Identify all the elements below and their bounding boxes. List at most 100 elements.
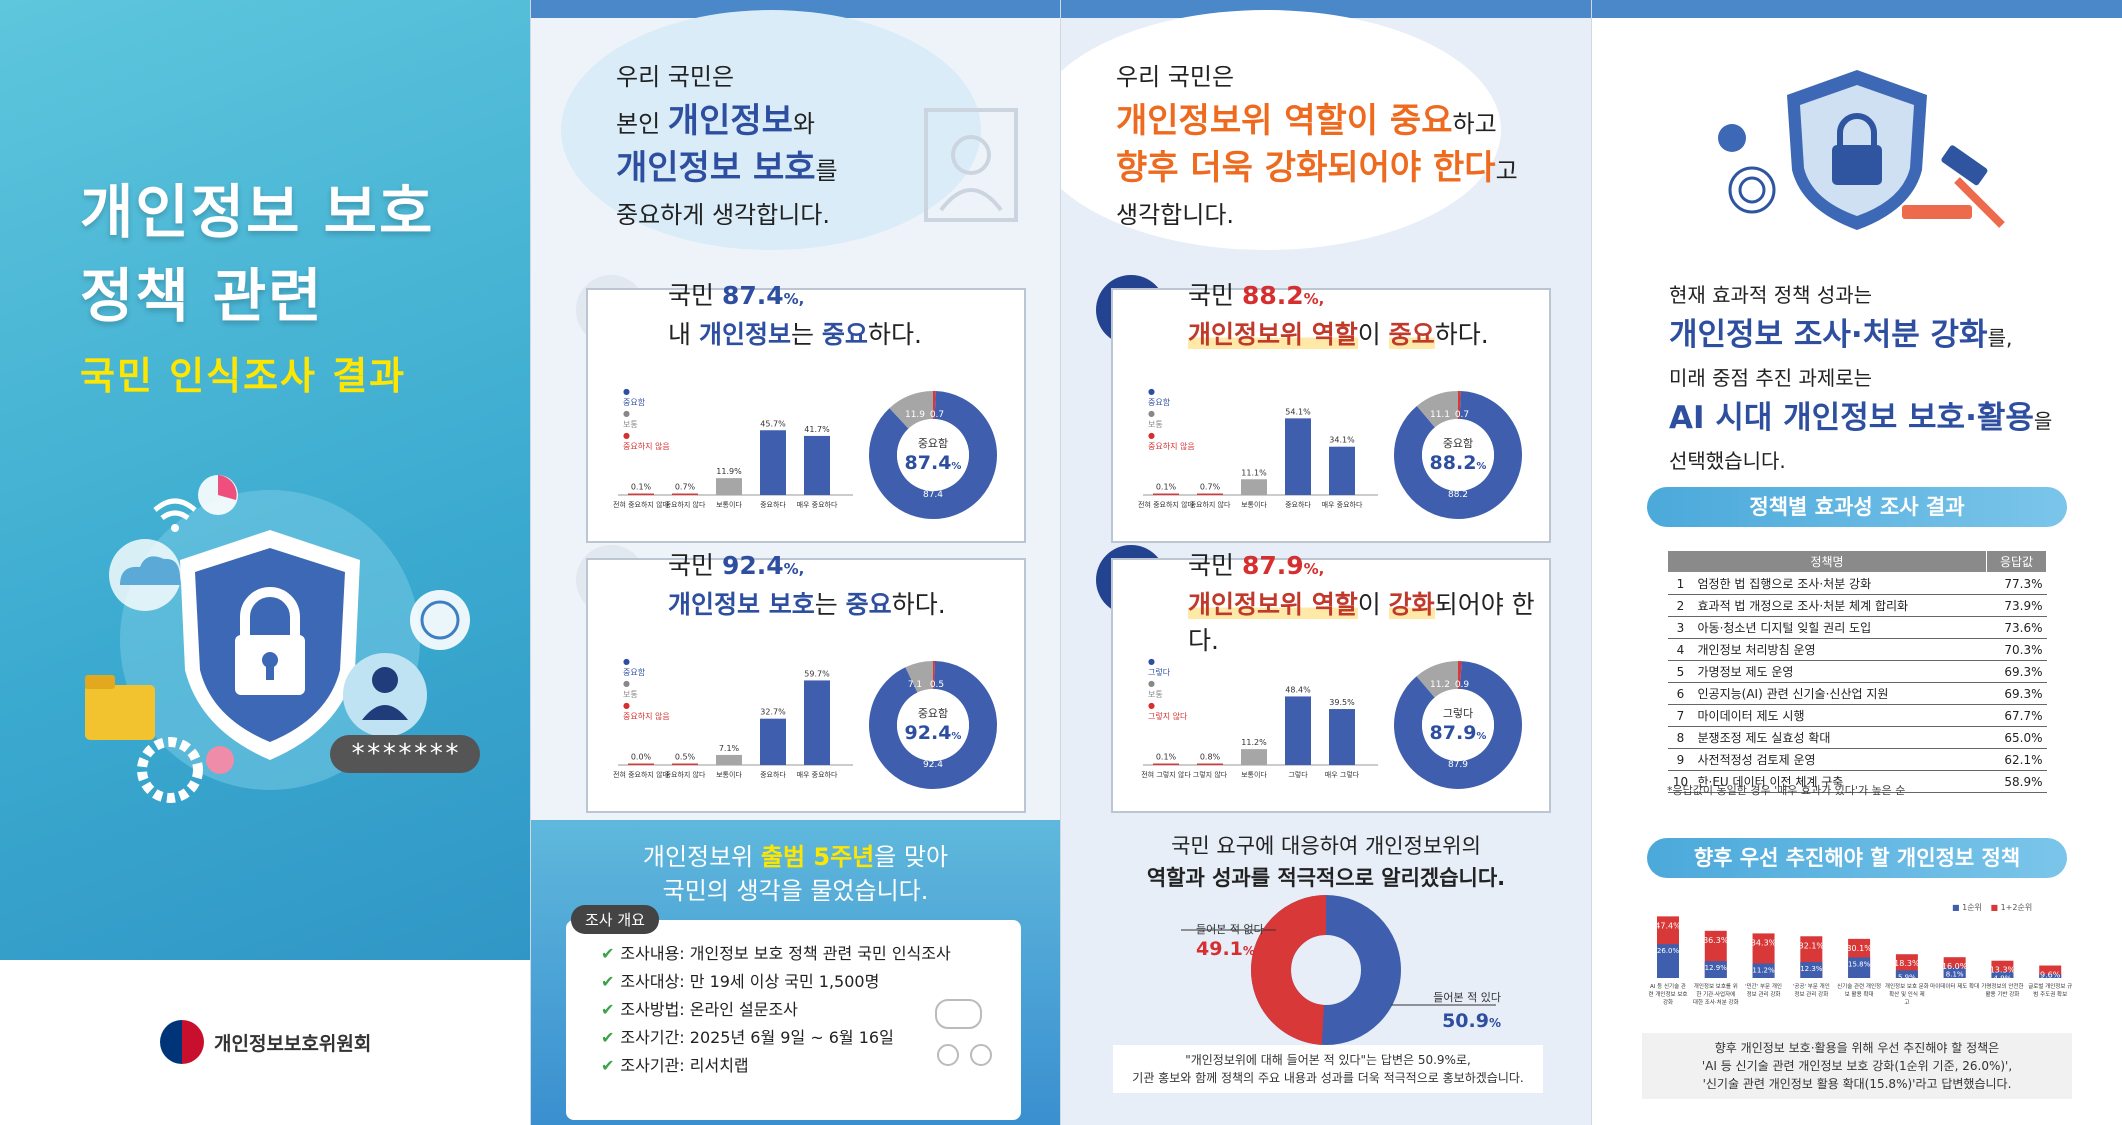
bar-first bbox=[1991, 971, 2014, 978]
bar-first-label: 4.9% bbox=[1994, 975, 2012, 983]
bar-total-label: 36.3% bbox=[1703, 936, 1729, 945]
donut-blue-label: 87.9 bbox=[1448, 760, 1468, 770]
donut-center-value: 87.9% bbox=[1430, 722, 1487, 744]
row-value: 73.9% bbox=[1986, 594, 2047, 617]
survey-item: ✔ 조사방법: 온라인 설문조사 bbox=[601, 1000, 798, 1019]
chart-legend: ● 중요함 ● 보통 ● 중요하지 않음 bbox=[1148, 387, 1195, 451]
survey-box bbox=[566, 920, 1021, 1120]
stat-card-role-importance: 국민 88.2%, 개인정보위 역할이 중요하다. ● 중요함 ● 보통 ● 중… bbox=[1111, 281, 1551, 543]
check-icon: ✔ bbox=[601, 1056, 615, 1075]
stat-card-privacy-protection: 국민 92.4%, 개인정보 보호는 중요하다. ● 중요함 ● 보통 ● 중요… bbox=[586, 551, 1026, 813]
awareness-donut: 들어본 적 없다 49.1% 들어본 적 있다 50.9% bbox=[1181, 895, 1501, 1045]
table-row: 1 엄정한 법 집행으로 조사·처분 강화 77.3% bbox=[1667, 572, 2047, 595]
category-label: 전혀 그렇지 않다 bbox=[1141, 770, 1191, 779]
awareness-no-value: 49.1% bbox=[1196, 938, 1255, 960]
row-rank: 10 bbox=[1667, 770, 1694, 793]
bar-first-label: 12.9% bbox=[1705, 964, 1728, 972]
bar bbox=[628, 763, 654, 765]
bar bbox=[628, 493, 654, 495]
awareness-question: 국민 요구에 대응하여 개인정보위의 역할과 성과를 적극적으로 알리겠습니다. bbox=[1146, 834, 1506, 890]
donut-gray-label: 7.1 bbox=[908, 680, 922, 690]
chart-legend: ● 그렇다 ● 보통 ● 그렇지 않다 bbox=[1148, 657, 1188, 721]
category-label: 그렇지 않다 bbox=[1193, 770, 1228, 779]
row-value: 69.3% bbox=[1986, 682, 2047, 705]
donut-blue-label: 88.2 bbox=[1448, 490, 1468, 500]
bar-value-label: 0.1% bbox=[1156, 483, 1177, 492]
policy-panel: 현재 효과적 정책 성과는 개인정보 조사·처분 강화를, 미래 중점 추진 과… bbox=[1591, 0, 2122, 1125]
fingerprint-icon bbox=[1728, 166, 1776, 214]
category-label: 개인정보 보호를 위 bbox=[1694, 982, 1738, 990]
donut-chart-privacy-protection: 중요함 92.4% 92.4 7.1 0.5 bbox=[869, 661, 997, 789]
category-label: 중요하지 않다 bbox=[1190, 500, 1231, 509]
donut-slice-gray bbox=[1416, 391, 1459, 428]
row-rank: 8 bbox=[1667, 726, 1694, 749]
row-value: 77.3% bbox=[1986, 572, 2047, 595]
bar bbox=[672, 493, 698, 495]
bar-first-label: 5.9% bbox=[1898, 973, 1916, 981]
category-label: 전혀 중요하지 않다 bbox=[613, 500, 670, 509]
bar-value-label: 11.1% bbox=[1241, 468, 1267, 477]
bar bbox=[1241, 479, 1267, 495]
priority-legend: ■ 1순위 ■ 1+2순위 bbox=[1952, 903, 2033, 912]
virus-icon bbox=[1718, 124, 1746, 152]
section-heading: 우리 국민은 본인 개인정보와 개인정보 보호를 중요하게 생각합니다. bbox=[616, 63, 838, 229]
category-label: 강화 bbox=[1663, 999, 1673, 1006]
row-policy-name: 효과적 법 개정으로 조사·처분 체계 합리화 bbox=[1693, 594, 1987, 617]
bar-value-label: 0.8% bbox=[1200, 753, 1221, 762]
cover-subtitle: 국민 인식조사 결과 bbox=[80, 354, 407, 398]
user-lock-icon bbox=[924, 108, 1018, 222]
effectiveness-pill: 정책별 효과성 조사 결과 bbox=[1647, 487, 2067, 527]
category-label: 련 개인정보 보호 bbox=[1649, 990, 1688, 998]
row-rank: 9 bbox=[1667, 748, 1694, 771]
category-label: 범 주도권 확보 bbox=[2033, 990, 2067, 998]
bar-first bbox=[1704, 961, 1727, 978]
bar-chart-role-strengthen: 0.1% 전혀 그렇지 않다 0.8% 그렇지 않다 11.2% 보통이다 48.4% 그렇다… bbox=[1141, 685, 1378, 779]
stat-card-heading: 국민 92.4%, 개인정보 보호는 중요하다. bbox=[668, 551, 946, 619]
category-label: 보통이다 bbox=[1241, 770, 1267, 779]
cover-panel: 개인정보 보호 정책 관련 국민 인식조사 결과 ******* 개인정보보호위… bbox=[0, 0, 530, 1125]
table-header-row: 정책명 응답값 bbox=[1667, 550, 2047, 573]
survey-intro: 개인정보위 출범 5주년을 맞아 국민의 생각을 물었습니다. bbox=[642, 843, 949, 905]
stat-card-heading: 국민 87.4%, 내 개인정보는 중요하다. bbox=[668, 281, 922, 349]
lock-icon bbox=[1832, 145, 1882, 185]
section-heading: 우리 국민은 개인정보위 역할이 중요하고 향후 더욱 강화되어야 한다고 생각… bbox=[1116, 63, 1518, 229]
category-label: 중요하다 bbox=[1285, 500, 1311, 509]
policy-heading: 현재 효과적 정책 성과는 개인정보 조사·처분 강화를, 미래 중점 추진 과… bbox=[1669, 283, 2053, 473]
cover-footer bbox=[0, 960, 530, 1125]
bar-value-label: 45.7% bbox=[760, 419, 786, 428]
row-policy-name: 한·EU 데이터 이전 체계 구축 bbox=[1693, 770, 1987, 793]
shield-gavel-illustration bbox=[1718, 70, 2005, 230]
bar bbox=[1285, 418, 1311, 495]
category-label: 글로벌 개인정보 규 bbox=[2028, 982, 2072, 990]
donut-center-value: 87.4% bbox=[905, 452, 962, 474]
donut-slice-blue bbox=[1394, 391, 1522, 519]
org-logo: 개인정보보호위원회 bbox=[160, 1020, 371, 1064]
survey-item: ✔ 조사내용: 개인정보 보호 정책 관련 국민 인식조사 bbox=[601, 944, 951, 963]
category-label: '민간' 부문 개인 bbox=[1745, 982, 1782, 990]
bar bbox=[804, 680, 830, 765]
bar bbox=[760, 718, 786, 765]
security-illustration: ******* bbox=[85, 475, 480, 803]
bar-chart-role-importance: 0.1% 전혀 중요하지 않다 0.7% 중요하지 않다 11.1% 보통이다 54.1% 중… bbox=[1138, 407, 1378, 509]
bar-first bbox=[1800, 962, 1823, 978]
speech-bubble bbox=[1061, 10, 1501, 250]
user-icon bbox=[343, 653, 427, 737]
effectiveness-table: 정책명 응답값 1 엄정한 법 집행으로 조사·처분 강화 77.3% 2 효과적 법 … bbox=[1667, 550, 2047, 793]
donut-hole bbox=[1422, 689, 1494, 761]
bar-first-label: 8.1% bbox=[1946, 970, 1964, 978]
bar-first bbox=[2039, 974, 2062, 978]
donut-red-label: 0.5 bbox=[930, 680, 944, 690]
bar-chart-personal-info: 0.1% 전혀 중요하지 않다 0.7% 중요하지 않다 11.9% 보통이다 45.7% 중… bbox=[613, 419, 853, 509]
category-label: 매우 중요하다 bbox=[1322, 500, 1363, 509]
table-row: 10 한·EU 데이터 이전 체계 구축 58.9% bbox=[1667, 770, 2047, 793]
donut-chart-personal-info: 중요함 87.4% 87.4 11.9 0.7 bbox=[869, 391, 997, 519]
row-rank: 5 bbox=[1667, 660, 1694, 683]
row-value: 67.7% bbox=[1986, 704, 2047, 727]
chat-people-icon bbox=[935, 999, 992, 1066]
panel-topbar bbox=[531, 0, 1060, 18]
panel-topbar bbox=[1592, 0, 2122, 18]
donut-slice-blue bbox=[869, 391, 997, 519]
donut-red-label: 0.9 bbox=[1455, 680, 1470, 690]
priority-pill: 향후 우선 추진해야 할 개인정보 정책 bbox=[1647, 838, 2067, 878]
row-value: 58.9% bbox=[1986, 770, 2047, 793]
